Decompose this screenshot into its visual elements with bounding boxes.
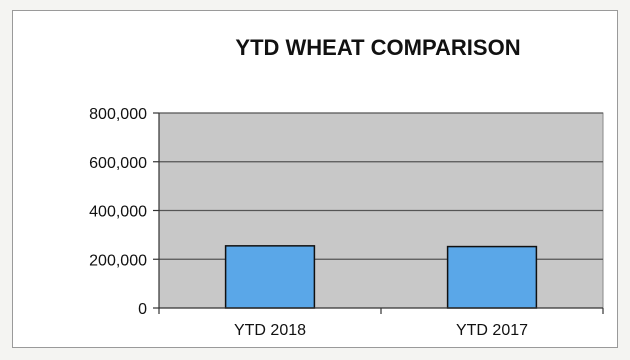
y-tick-label: 800,000 — [89, 106, 147, 123]
y-tick-label: 200,000 — [89, 252, 147, 269]
chart-title: YTD WHEAT COMPARISON — [235, 35, 520, 60]
bar-ytd-2018 — [224, 245, 316, 309]
bar-ytd-2017 — [446, 245, 538, 309]
y-tick-label: 0 — [138, 301, 147, 318]
y-tick-label: 400,000 — [89, 204, 147, 221]
bar-chart: YTD WHEAT COMPARISON 0 200,000 400,000 600,… — [89, 35, 604, 339]
chart-frame: YTD WHEAT COMPARISON 0 200,000 400,000 600,… — [12, 10, 618, 348]
x-axis: YTD 2018 YTD 2017 — [158, 307, 604, 339]
y-tick-label: 600,000 — [89, 155, 147, 172]
y-axis: 0 200,000 400,000 600,000 800,000 — [89, 106, 160, 318]
x-category-label: YTD 2018 — [234, 322, 306, 339]
x-category-label: YTD 2017 — [456, 322, 528, 339]
